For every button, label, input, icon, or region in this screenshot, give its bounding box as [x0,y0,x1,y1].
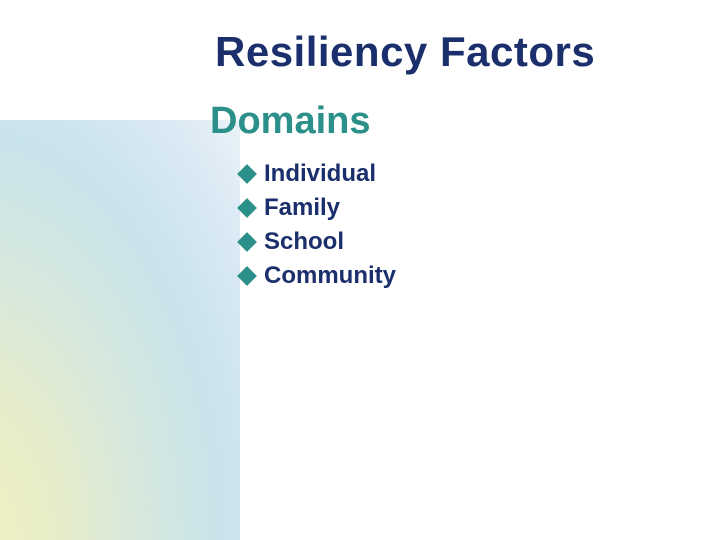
diamond-icon [237,266,257,286]
diamond-icon [237,198,257,218]
bullet-label: Family [264,194,340,222]
bullet-label: Community [264,262,396,290]
slide-subtitle: Domains [210,100,370,143]
list-item: School [240,228,396,256]
list-item: Family [240,194,396,222]
bullet-label: School [264,228,344,256]
diamond-icon [237,232,257,252]
list-item: Community [240,262,396,290]
bullet-list: Individual Family School Community [240,160,396,296]
list-item: Individual [240,160,396,188]
slide: Resiliency Factors Domains Individual Fa… [0,0,720,540]
slide-title: Resiliency Factors [215,28,595,76]
bullet-label: Individual [264,160,376,188]
background-gradient [0,120,240,540]
diamond-icon [237,164,257,184]
